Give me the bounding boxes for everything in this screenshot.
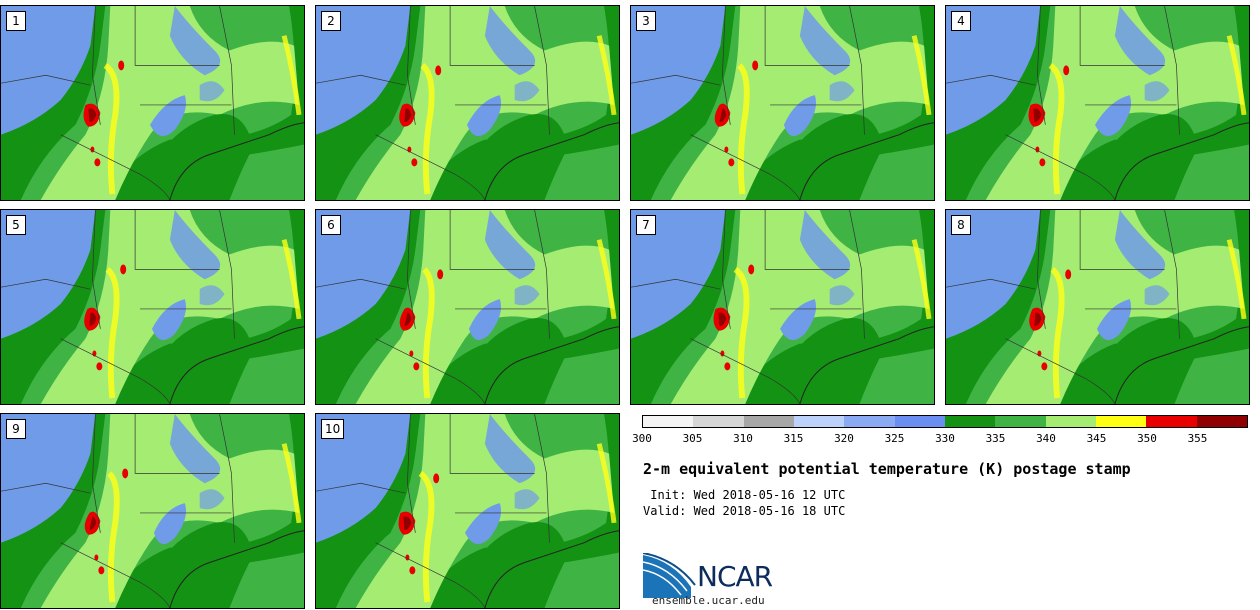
colorbar-segment (894, 416, 945, 427)
member-number: 3 (636, 11, 656, 31)
colorbar-segment (643, 416, 694, 427)
ensemble-member-map: 9 (0, 413, 305, 609)
colorbar-tick-label: 350 (1137, 432, 1157, 445)
ensemble-member-map: 7 (630, 209, 935, 405)
colorbar-segment (1095, 416, 1147, 427)
colorbar-segment (1146, 416, 1197, 427)
member-number: 9 (6, 419, 26, 439)
colorbar-tick-label: 300 (632, 432, 652, 445)
member-number: 10 (321, 419, 345, 439)
colorbar-segment (1196, 416, 1247, 427)
ncar-logo (643, 553, 696, 598)
colorbar-segment (693, 416, 744, 427)
member-number: 7 (636, 215, 656, 235)
colorbar-segment (944, 416, 996, 427)
colorbar-segment (1045, 416, 1096, 427)
ensemble-member-map: 8 (945, 209, 1250, 405)
colorbar-tick-label: 320 (834, 432, 854, 445)
colorbar-tick-label: 305 (682, 432, 703, 445)
figure-title: 2-m equivalent potential temperature (K)… (643, 460, 1131, 478)
member-number: 5 (6, 215, 26, 235)
colorbar-segment (844, 416, 895, 427)
colorbar-tick-label: 310 (733, 432, 753, 445)
init-time: Init: Wed 2018-05-16 12 UTC (643, 488, 846, 502)
valid-time: Valid: Wed 2018-05-16 18 UTC (643, 504, 846, 518)
ensemble-member-map: 5 (0, 209, 305, 405)
colorbar-tick-label: 340 (1036, 432, 1056, 445)
colorbar-ticks: 300 305 310 315 320 325 330 335 340 345 350 355 (632, 432, 1248, 448)
colorbar-segment (995, 416, 1046, 427)
ensemble-member-map: 2 (315, 5, 620, 201)
colorbar-tick-label: 330 (935, 432, 955, 445)
ensemble-member-map: 4 (945, 5, 1250, 201)
member-number: 6 (321, 215, 341, 235)
colorbar-segment (743, 416, 794, 427)
colorbar-tick-label: 325 (884, 432, 905, 445)
colorbar-tick-label: 335 (985, 432, 1006, 445)
member-number: 2 (321, 11, 341, 31)
ensemble-member-map: 1 (0, 5, 305, 201)
colorbar (642, 415, 1248, 428)
site-url: ensemble.ucar.edu (652, 594, 765, 607)
ensemble-member-map: 3 (630, 5, 935, 201)
member-number: 4 (951, 11, 971, 31)
colorbar-tick-label: 315 (783, 432, 804, 445)
ensemble-member-map: 6 (315, 209, 620, 405)
colorbar-segment (793, 416, 845, 427)
ensemble-member-map: 10 (315, 413, 620, 609)
ncar-logo-text: NCAR (697, 560, 773, 593)
member-number: 1 (6, 11, 26, 31)
member-number: 8 (951, 215, 971, 235)
colorbar-tick-label: 345 (1086, 432, 1107, 445)
colorbar-tick-label: 355 (1187, 432, 1208, 445)
